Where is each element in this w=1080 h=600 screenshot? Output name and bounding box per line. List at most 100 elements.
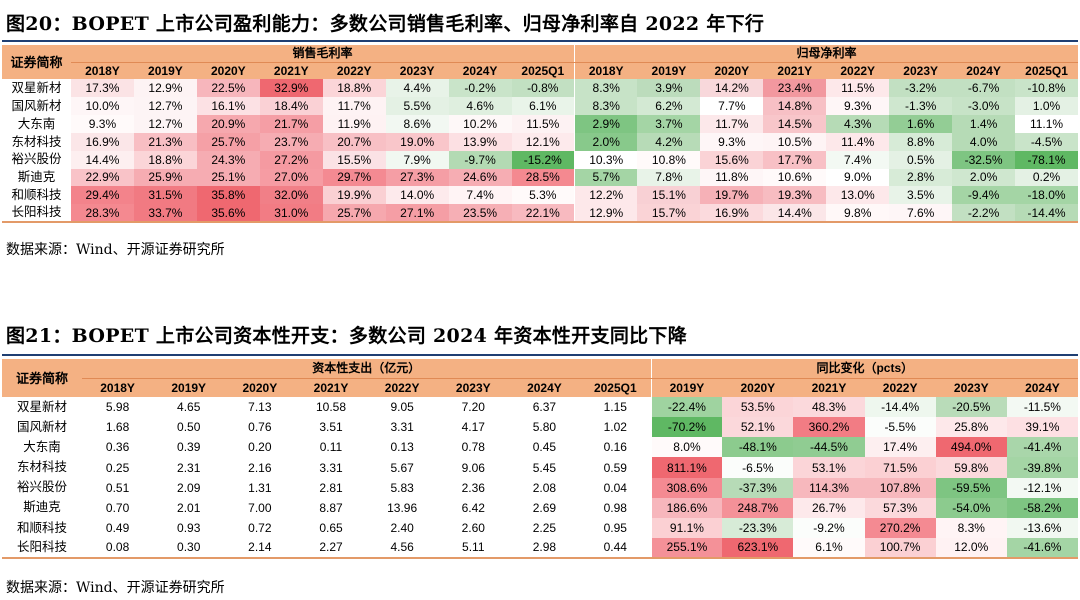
year-header: 2021Y (793, 378, 865, 398)
value-cell: 2.27 (295, 537, 367, 560)
value-cell: 1.15 (603, 400, 627, 415)
value-cell: 0.95 (603, 520, 627, 535)
value-cell: 0.45 (532, 440, 557, 455)
value-cell: 5.45 (532, 460, 557, 475)
value-cell: 100.7% (864, 537, 936, 560)
value-cell: 10.0% (71, 97, 134, 116)
value-cell: 29.7% (322, 168, 386, 187)
value-cell: 10.5% (763, 132, 827, 151)
value-cell: 0.04 (603, 480, 627, 495)
value-cell: 25.9% (133, 168, 197, 187)
value-cell: -1.3% (889, 97, 953, 116)
year-header: 2023Y (437, 378, 509, 398)
value-cell: -54.0% (935, 497, 1007, 518)
value-cell: 71.5% (864, 457, 936, 478)
value-cell: 114.3% (793, 477, 865, 498)
value-cell: -32.5% (952, 150, 1016, 169)
value-cell: 623.1% (722, 537, 794, 560)
value-cell: -58.2% (1006, 497, 1078, 518)
value-cell: 4.4% (385, 79, 449, 98)
year-header: 2021Y (763, 62, 827, 80)
value-cell: 27.0% (259, 168, 323, 187)
value-cell: 2.36 (461, 480, 485, 495)
value-cell: 21.7% (259, 115, 323, 133)
value-cell: 7.9% (385, 150, 449, 169)
value-cell: 2.14 (224, 537, 296, 560)
value-cell: 9.05 (390, 400, 414, 415)
corner-header: 证券简称 (2, 45, 71, 80)
value-cell: 12.1% (511, 132, 575, 151)
value-cell: 1.68 (105, 420, 130, 435)
value-cell: 0.59 (603, 460, 627, 475)
year-header: 2024Y (508, 378, 580, 398)
value-cell: 33.7% (133, 204, 197, 223)
value-cell: 2.0% (574, 132, 638, 151)
value-cell: 6.2% (637, 97, 701, 116)
company-name: 双星新材 (16, 399, 67, 414)
value-cell: 5.83 (390, 480, 414, 495)
value-cell: 2.0% (952, 168, 1016, 187)
company-name: 斯迪克 (17, 170, 56, 185)
capex-table: 证券简称 资本性支出（亿元） 同比变化（pcts） 2018Y 2019Y 2020… (2, 359, 1078, 560)
year-header: 2023Y (385, 62, 449, 80)
value-cell: -59.5% (935, 477, 1007, 498)
value-cell: 2.81 (319, 480, 343, 495)
value-cell: 9.8% (826, 204, 890, 223)
value-cell: 1.0% (1015, 97, 1078, 116)
value-cell: -6.5% (722, 457, 794, 478)
value-cell: -20.5% (935, 397, 1007, 418)
value-cell: -44.5% (793, 437, 865, 458)
value-cell: 6.1% (793, 537, 865, 560)
value-cell: 4.65 (177, 400, 201, 415)
value-cell: 811.1% (650, 457, 723, 478)
value-cell: 4.6% (448, 97, 512, 116)
value-cell: 11.7% (322, 97, 386, 116)
value-cell: 13.96 (387, 500, 418, 515)
value-cell: 4.0% (952, 132, 1016, 151)
value-cell: 3.31 (390, 420, 414, 435)
company-name: 东材科技 (11, 134, 62, 149)
value-cell: 5.7% (574, 168, 638, 187)
value-cell: 7.8% (637, 168, 701, 187)
value-cell: 0.30 (153, 537, 225, 560)
value-cell: 14.4% (763, 204, 827, 223)
value-cell: 14.2% (700, 79, 764, 98)
value-cell: 7.13 (248, 400, 272, 415)
value-cell: 31.5% (133, 186, 197, 205)
value-cell: 15.7% (637, 204, 701, 223)
year-header: 2024Y (952, 62, 1016, 80)
value-cell: 0.11 (319, 440, 343, 455)
value-cell: 2.9% (574, 115, 638, 133)
value-cell: 27.3% (385, 168, 449, 187)
value-cell: -78.1% (1015, 150, 1078, 169)
value-cell: 32.0% (259, 186, 323, 205)
value-cell: 9.3% (700, 132, 764, 151)
value-cell: -39.8% (1006, 457, 1078, 478)
value-cell: -37.3% (722, 477, 794, 498)
value-cell: 6.37 (532, 400, 557, 415)
value-cell: 0.65 (319, 520, 343, 535)
value-cell: 8.0% (650, 437, 723, 458)
figure-20-source: 数据来源：Wind、开源证券研究所 (6, 242, 225, 258)
value-cell: 2.69 (532, 500, 557, 515)
value-cell: 35.8% (196, 186, 260, 205)
value-cell: 15.1% (637, 186, 701, 205)
value-cell: 5.67 (390, 460, 414, 475)
figure-21-title: 图21：BOPET 上市公司资本性开支：多数公司 2024 年资本性开支同比下降 (6, 325, 688, 347)
table-row: 和顺科技 0.49 0.93 0.72 0.65 2.40 2.60 2.25 0.95 91.1… (2, 517, 1078, 538)
value-cell: 3.31 (319, 460, 343, 475)
value-cell: 14.4% (71, 150, 134, 169)
value-cell: 29.4% (71, 186, 134, 205)
figure-21-title-rule (2, 354, 1078, 356)
group-header-capex: 资本性支出（亿元） (82, 359, 652, 379)
value-cell: 360.2% (793, 417, 865, 438)
year-header: 2025Q1 (579, 378, 652, 398)
value-cell: -2.2% (952, 204, 1016, 223)
group-header-net-margin: 归母净利率 (574, 45, 1078, 63)
value-cell: 0.16 (603, 440, 627, 455)
value-cell: 52.1% (722, 417, 794, 438)
value-cell: 2.08 (532, 480, 557, 495)
value-cell: 3.7% (637, 115, 701, 133)
value-cell: 21.3% (133, 132, 197, 151)
value-cell: 5.11 (437, 537, 509, 560)
